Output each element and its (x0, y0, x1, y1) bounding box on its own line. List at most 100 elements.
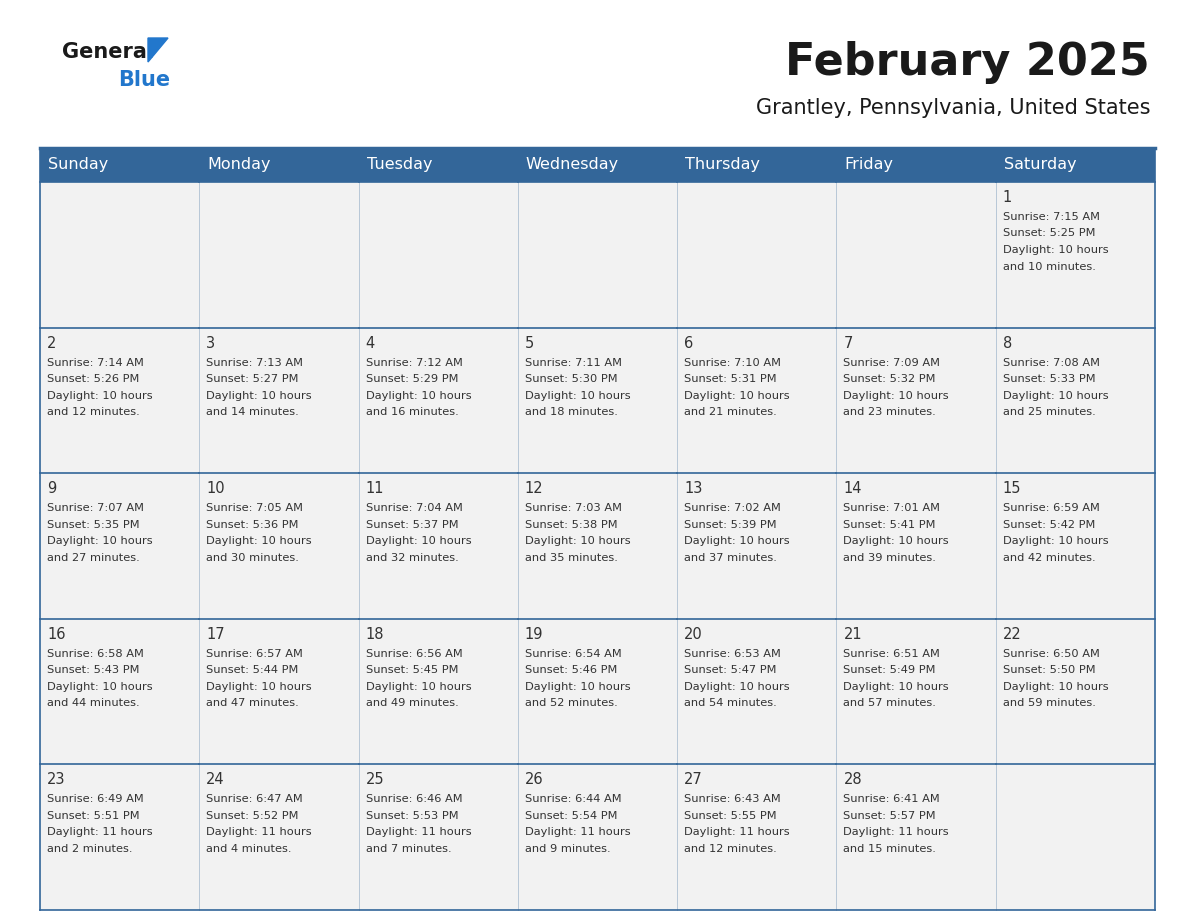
Text: Sunrise: 7:05 AM: Sunrise: 7:05 AM (207, 503, 303, 513)
Text: Sunrise: 6:59 AM: Sunrise: 6:59 AM (1003, 503, 1100, 513)
Text: Daylight: 10 hours: Daylight: 10 hours (1003, 245, 1108, 255)
Text: Sunset: 5:55 PM: Sunset: 5:55 PM (684, 811, 777, 821)
Bar (996, 473, 1155, 619)
Text: 19: 19 (525, 627, 543, 642)
Text: Daylight: 10 hours: Daylight: 10 hours (207, 536, 312, 546)
Text: Sunset: 5:38 PM: Sunset: 5:38 PM (525, 520, 618, 530)
Text: and 23 minutes.: and 23 minutes. (843, 407, 936, 417)
Text: 23: 23 (48, 772, 65, 788)
Text: Sunset: 5:41 PM: Sunset: 5:41 PM (843, 520, 936, 530)
Text: Sunday: Sunday (48, 158, 108, 173)
Text: Daylight: 10 hours: Daylight: 10 hours (48, 682, 152, 692)
Text: Sunset: 5:37 PM: Sunset: 5:37 PM (366, 520, 459, 530)
Bar (996, 182, 1155, 328)
Text: Sunrise: 7:09 AM: Sunrise: 7:09 AM (843, 358, 941, 367)
Bar (677, 328, 836, 473)
Text: 8: 8 (1003, 336, 1012, 351)
Text: Tuesday: Tuesday (367, 158, 432, 173)
Text: Sunset: 5:43 PM: Sunset: 5:43 PM (48, 666, 139, 676)
Text: and 42 minutes.: and 42 minutes. (1003, 553, 1095, 563)
Text: Daylight: 11 hours: Daylight: 11 hours (366, 827, 472, 837)
Text: Sunset: 5:31 PM: Sunset: 5:31 PM (684, 375, 777, 384)
Text: Sunset: 5:33 PM: Sunset: 5:33 PM (1003, 375, 1095, 384)
Text: Daylight: 10 hours: Daylight: 10 hours (684, 390, 790, 400)
Text: Sunset: 5:26 PM: Sunset: 5:26 PM (48, 375, 139, 384)
Text: Saturday: Saturday (1004, 158, 1076, 173)
Bar (996, 765, 1155, 910)
Bar (200, 619, 359, 765)
Text: Daylight: 10 hours: Daylight: 10 hours (843, 390, 949, 400)
Bar (518, 182, 677, 328)
Text: and 21 minutes.: and 21 minutes. (684, 407, 777, 417)
Text: Sunrise: 6:50 AM: Sunrise: 6:50 AM (1003, 649, 1100, 659)
Text: Daylight: 10 hours: Daylight: 10 hours (843, 682, 949, 692)
Text: 17: 17 (207, 627, 225, 642)
Text: 20: 20 (684, 627, 703, 642)
Text: Daylight: 10 hours: Daylight: 10 hours (525, 682, 631, 692)
Text: Blue: Blue (118, 70, 170, 90)
Text: and 2 minutes.: and 2 minutes. (48, 844, 133, 854)
Text: and 7 minutes.: and 7 minutes. (366, 844, 451, 854)
Bar (518, 328, 677, 473)
Text: Sunrise: 7:13 AM: Sunrise: 7:13 AM (207, 358, 303, 367)
Text: and 35 minutes.: and 35 minutes. (525, 553, 618, 563)
Text: Monday: Monday (207, 158, 271, 173)
Text: Daylight: 10 hours: Daylight: 10 hours (684, 536, 790, 546)
Text: and 18 minutes.: and 18 minutes. (525, 407, 618, 417)
Text: Daylight: 11 hours: Daylight: 11 hours (525, 827, 631, 837)
Text: and 25 minutes.: and 25 minutes. (1003, 407, 1095, 417)
Text: 21: 21 (843, 627, 862, 642)
Text: Sunrise: 6:53 AM: Sunrise: 6:53 AM (684, 649, 781, 659)
Text: Sunrise: 6:46 AM: Sunrise: 6:46 AM (366, 794, 462, 804)
Text: 22: 22 (1003, 627, 1022, 642)
Text: and 4 minutes.: and 4 minutes. (207, 844, 292, 854)
Text: 25: 25 (366, 772, 384, 788)
Text: Sunset: 5:27 PM: Sunset: 5:27 PM (207, 375, 299, 384)
Text: Sunrise: 7:07 AM: Sunrise: 7:07 AM (48, 503, 144, 513)
Bar (518, 619, 677, 765)
Bar (677, 765, 836, 910)
Text: Grantley, Pennsylvania, United States: Grantley, Pennsylvania, United States (756, 98, 1150, 118)
Text: Sunrise: 7:12 AM: Sunrise: 7:12 AM (366, 358, 462, 367)
Text: Sunrise: 6:43 AM: Sunrise: 6:43 AM (684, 794, 781, 804)
Text: 16: 16 (48, 627, 65, 642)
Text: and 59 minutes.: and 59 minutes. (1003, 699, 1095, 709)
Text: Sunrise: 7:14 AM: Sunrise: 7:14 AM (48, 358, 144, 367)
Text: Sunset: 5:54 PM: Sunset: 5:54 PM (525, 811, 618, 821)
Bar (677, 473, 836, 619)
Text: Sunrise: 7:08 AM: Sunrise: 7:08 AM (1003, 358, 1100, 367)
Text: Sunrise: 6:57 AM: Sunrise: 6:57 AM (207, 649, 303, 659)
Text: February 2025: February 2025 (785, 40, 1150, 84)
Text: Sunrise: 7:01 AM: Sunrise: 7:01 AM (843, 503, 941, 513)
Bar (359, 765, 518, 910)
Text: Sunset: 5:52 PM: Sunset: 5:52 PM (207, 811, 299, 821)
Bar (836, 765, 996, 910)
Text: Sunrise: 6:49 AM: Sunrise: 6:49 AM (48, 794, 144, 804)
Text: and 39 minutes.: and 39 minutes. (843, 553, 936, 563)
Text: and 14 minutes.: and 14 minutes. (207, 407, 299, 417)
Text: Sunrise: 6:56 AM: Sunrise: 6:56 AM (366, 649, 462, 659)
Text: Daylight: 10 hours: Daylight: 10 hours (366, 536, 472, 546)
Text: Wednesday: Wednesday (526, 158, 619, 173)
Text: and 30 minutes.: and 30 minutes. (207, 553, 299, 563)
Text: Sunrise: 6:51 AM: Sunrise: 6:51 AM (843, 649, 941, 659)
Text: Sunset: 5:45 PM: Sunset: 5:45 PM (366, 666, 459, 676)
Text: Thursday: Thursday (685, 158, 760, 173)
Text: Sunset: 5:47 PM: Sunset: 5:47 PM (684, 666, 777, 676)
Text: Daylight: 10 hours: Daylight: 10 hours (48, 390, 152, 400)
Text: 24: 24 (207, 772, 225, 788)
Text: Sunset: 5:35 PM: Sunset: 5:35 PM (48, 520, 140, 530)
Text: Sunset: 5:29 PM: Sunset: 5:29 PM (366, 375, 459, 384)
Bar (996, 619, 1155, 765)
Text: Daylight: 10 hours: Daylight: 10 hours (366, 682, 472, 692)
Text: Sunrise: 7:03 AM: Sunrise: 7:03 AM (525, 503, 621, 513)
Text: Sunset: 5:25 PM: Sunset: 5:25 PM (1003, 229, 1095, 239)
Text: 13: 13 (684, 481, 702, 497)
Text: Daylight: 10 hours: Daylight: 10 hours (1003, 682, 1108, 692)
Text: Sunset: 5:57 PM: Sunset: 5:57 PM (843, 811, 936, 821)
Bar (996, 328, 1155, 473)
Text: 26: 26 (525, 772, 543, 788)
Text: 5: 5 (525, 336, 535, 351)
Text: Sunrise: 6:58 AM: Sunrise: 6:58 AM (48, 649, 144, 659)
Text: Sunset: 5:32 PM: Sunset: 5:32 PM (843, 375, 936, 384)
